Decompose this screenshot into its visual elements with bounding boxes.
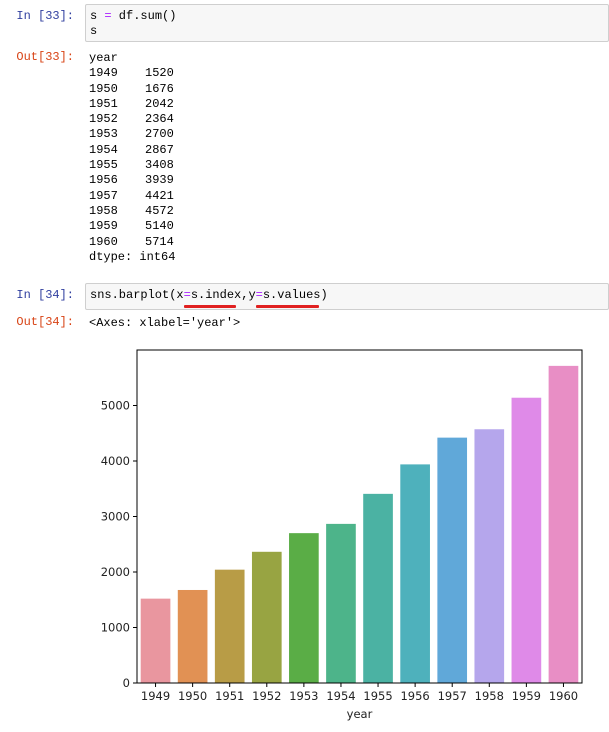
red-underline-index xyxy=(184,305,236,308)
series-value: 3408 xyxy=(145,158,174,173)
series-header: year xyxy=(89,51,118,65)
series-index: 1954 xyxy=(89,142,118,157)
code-token: ,y xyxy=(241,288,256,302)
red-underline-values xyxy=(256,305,319,308)
code-cell-33[interactable]: s = df.sum() s xyxy=(85,4,609,42)
series-index: 1955 xyxy=(89,158,118,173)
x-tick-label: 1958 xyxy=(475,689,504,703)
bar xyxy=(177,589,208,683)
series-index: 1959 xyxy=(89,219,118,234)
series-index: 1951 xyxy=(89,96,118,111)
bar xyxy=(511,397,542,683)
series-row: 1954 2867 xyxy=(89,143,175,158)
series-value: 4421 xyxy=(145,188,174,203)
code-token: s.values xyxy=(262,288,321,302)
series-row: 1958 4572 xyxy=(89,204,175,219)
series-row: 1953 2700 xyxy=(89,127,175,142)
code-operator: = xyxy=(255,288,263,302)
series-row: 1957 4421 xyxy=(89,189,175,204)
series-value: 3939 xyxy=(145,173,174,188)
series-row: 1949 1520 xyxy=(89,66,175,81)
bar xyxy=(289,533,319,683)
bar xyxy=(214,569,245,683)
x-axis-label: year xyxy=(347,707,373,721)
x-tick-label: 1959 xyxy=(512,689,541,703)
code-cell-34[interactable]: sns.barplot(x=s.index,y=s.values) xyxy=(85,283,609,310)
bar xyxy=(548,365,579,683)
code-token: sns.barplot(x xyxy=(90,288,184,302)
series-value: 4572 xyxy=(145,203,174,218)
x-tick-label: 1955 xyxy=(363,689,392,703)
series-value: 1676 xyxy=(145,81,174,96)
bar xyxy=(251,551,282,683)
x-tick-label: 1960 xyxy=(549,689,578,703)
x-tick-label: 1952 xyxy=(252,689,281,703)
x-tick-label: 1957 xyxy=(438,689,467,703)
series-value: 2364 xyxy=(145,112,174,127)
output-prompt-34: Out[34]: xyxy=(16,315,74,329)
series-row: 1959 5140 xyxy=(89,219,175,234)
series-row: 1950 1676 xyxy=(89,82,175,97)
series-index: 1950 xyxy=(89,81,118,96)
x-tick-label: 1956 xyxy=(400,689,429,703)
series-rows: 1949 1520 1950 1676 1951 2042 1952 2364 1953 2700… xyxy=(89,66,175,250)
bar xyxy=(363,493,393,683)
x-tick-label: 1949 xyxy=(141,689,170,703)
series-index: 1957 xyxy=(89,188,118,203)
output-area-33: year 1949 1520 1950 1676 1951 2042 1952 2364 195… xyxy=(89,51,175,265)
y-tick-label: 1000 xyxy=(101,621,130,635)
code-token: s.index xyxy=(190,288,242,302)
series-value: 5714 xyxy=(145,234,174,249)
series-index: 1956 xyxy=(89,173,118,188)
bar-chart: 0 1000 2000 3000 4000 5000 1949 1950 1951 1952 195… xyxy=(101,349,583,721)
series-index: 1949 xyxy=(89,66,118,81)
output-text-34: <Axes: xlabel='year'> xyxy=(89,316,241,330)
series-index: 1952 xyxy=(89,112,118,127)
series-value: 5140 xyxy=(145,219,174,234)
series-dtype: dtype: int64 xyxy=(89,249,176,264)
series-value: 1520 xyxy=(145,66,174,81)
bar xyxy=(400,464,430,683)
code-token: ) xyxy=(320,288,328,302)
y-tick-label: 3000 xyxy=(101,510,130,524)
series-row: 1952 2364 xyxy=(89,112,175,127)
series-row: 1960 5714 xyxy=(89,235,175,250)
input-prompt-33: In [33]: xyxy=(16,9,74,23)
y-tick-label: 0 xyxy=(123,676,130,690)
code-line: s xyxy=(90,24,98,38)
x-tick-label: 1951 xyxy=(215,689,244,703)
y-tick-label: 5000 xyxy=(101,399,130,413)
code-line: s = df.sum() xyxy=(90,9,177,23)
x-tick-label: 1954 xyxy=(326,689,355,703)
series-value: 2042 xyxy=(145,96,174,111)
bar xyxy=(326,523,356,683)
input-prompt-34: In [34]: xyxy=(16,288,74,302)
series-index: 1953 xyxy=(89,127,118,142)
y-tick-label: 4000 xyxy=(101,454,130,468)
bar xyxy=(437,437,468,683)
series-index: 1958 xyxy=(89,203,118,218)
code-operator: = xyxy=(183,288,191,302)
y-tick-label: 2000 xyxy=(101,565,130,579)
series-value: 2700 xyxy=(145,127,174,142)
series-row: 1955 3408 xyxy=(89,158,175,173)
bar xyxy=(140,598,171,683)
x-tick-label: 1953 xyxy=(289,689,318,703)
code-line: sns.barplot(x=s.index,y=s.values) xyxy=(90,288,604,303)
x-tick-label: 1950 xyxy=(178,689,207,703)
series-index: 1960 xyxy=(89,234,118,249)
series-value: 2867 xyxy=(145,142,174,157)
bar xyxy=(474,429,505,683)
series-row: 1956 3939 xyxy=(89,173,175,188)
series-row: 1951 2042 xyxy=(89,97,175,112)
output-prompt-33: Out[33]: xyxy=(16,50,74,64)
code-operator: = xyxy=(104,9,112,23)
